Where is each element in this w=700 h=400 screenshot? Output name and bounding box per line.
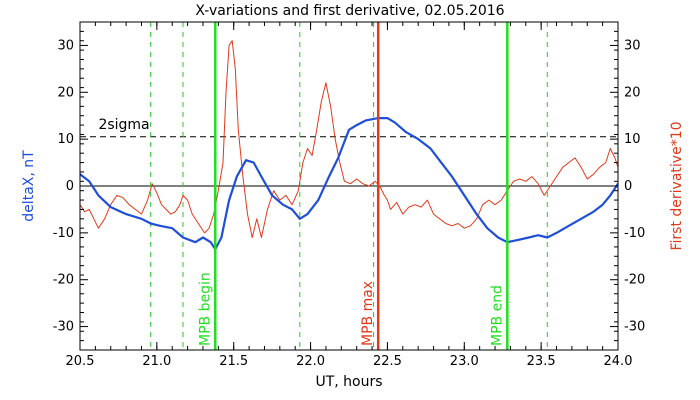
y-axis-label-right: First derivative*10 xyxy=(669,121,685,250)
y-right-tick-label-0: -30 xyxy=(624,320,645,335)
x-tick-label-4: 22.5 xyxy=(373,354,402,369)
y-left-tick-label-6: 30 xyxy=(57,38,74,53)
y-left-tick-label-5: 20 xyxy=(57,85,74,100)
y-right-tick-label-2: -10 xyxy=(624,226,645,241)
y-right-tick-label-3: 0 xyxy=(624,179,632,194)
y-left-tick-label-2: -10 xyxy=(53,226,74,241)
x-tick-label-3: 22.0 xyxy=(296,354,325,369)
series-layer xyxy=(80,40,618,251)
plot-area: 2sigma MPB begin MPB max MPB end xyxy=(79,21,619,351)
y-right-tick-label-6: 30 xyxy=(624,38,641,53)
y-left-tick-label-4: 10 xyxy=(57,132,74,147)
sigma-label: 2sigma xyxy=(98,117,149,133)
y-left-tick-label-1: -20 xyxy=(53,273,74,288)
reference-lines: 2sigma xyxy=(80,22,618,350)
y-left-tick-label-3: 0 xyxy=(66,179,74,194)
x-axis: 20.5 21.0 21.5 22.0 22.5 23.0 23.5 24.0 xyxy=(66,22,633,369)
y-right-tick-label-5: 20 xyxy=(624,85,641,100)
y-axis-label-left: deltaX, nT xyxy=(21,150,37,222)
y-right-tick-label-4: 10 xyxy=(624,132,641,147)
chart-title: X-variations and first derivative, 02.05… xyxy=(195,3,504,19)
x-tick-label-7: 24.0 xyxy=(604,354,633,369)
derivative-series-line xyxy=(80,40,618,238)
marker-layer: MPB begin MPB max MPB end xyxy=(197,22,509,350)
y-right-tick-label-1: -20 xyxy=(624,273,645,288)
x-tick-label-1: 21.0 xyxy=(142,354,171,369)
marker-label-0: MPB begin xyxy=(197,272,213,346)
y-axis-left: -30 -20 -10 0 10 20 30 xyxy=(53,21,88,351)
x-tick-label-5: 23.0 xyxy=(450,354,479,369)
marker-label-1: MPB max xyxy=(360,281,376,346)
x-tick-label-6: 23.5 xyxy=(527,354,556,369)
x-axis-label: UT, hours xyxy=(315,374,382,390)
marker-label-2: MPB end xyxy=(489,285,505,346)
x-tick-label-2: 21.5 xyxy=(219,354,248,369)
y-axis-right: -30 -20 -10 0 10 20 30 xyxy=(610,21,645,351)
x-tick-label-0: 20.5 xyxy=(66,354,95,369)
y-left-tick-label-0: -30 xyxy=(53,320,74,335)
deltax-series-line xyxy=(80,117,618,251)
